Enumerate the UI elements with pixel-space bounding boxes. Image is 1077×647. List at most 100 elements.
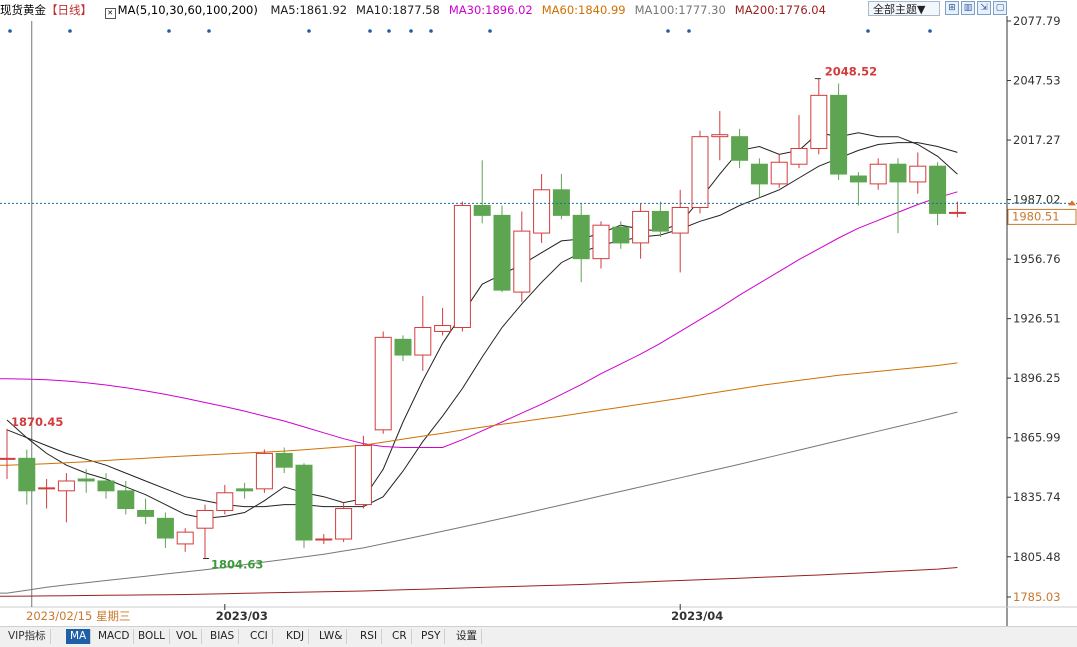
- candle-body[interactable]: [255, 452, 273, 490]
- candle-body[interactable]: [830, 94, 848, 175]
- candle-body[interactable]: [374, 336, 392, 431]
- tab-vol[interactable]: VOL: [172, 629, 203, 644]
- y-tick-label: 2047.53: [1013, 74, 1061, 88]
- event-marker-icon[interactable]: [488, 29, 492, 33]
- candle-body[interactable]: [790, 147, 808, 165]
- candle-body[interactable]: [0, 457, 16, 460]
- y-tick-label: 1865.99: [1013, 431, 1061, 445]
- event-marker-icon[interactable]: [429, 29, 433, 33]
- tab-kdj[interactable]: KDJ: [282, 629, 310, 644]
- tab-boll[interactable]: BOLL: [134, 629, 170, 644]
- left-annotation: 1870.45: [11, 415, 63, 429]
- candle-body[interactable]: [137, 509, 155, 517]
- y-tick-label: 1805.48: [1013, 550, 1061, 564]
- candle-body[interactable]: [394, 338, 412, 356]
- legend-item: MA30:1896.02: [448, 3, 533, 17]
- event-marker-icon[interactable]: [368, 29, 372, 33]
- fullscreen-icon[interactable]: ⊞: [945, 1, 959, 15]
- candle-body[interactable]: [216, 492, 234, 511]
- candle-body[interactable]: [117, 490, 135, 510]
- tab-macd[interactable]: MACD: [94, 629, 135, 644]
- split-icon[interactable]: ▥: [961, 1, 975, 15]
- candle-body[interactable]: [434, 325, 452, 332]
- candle-body[interactable]: [354, 445, 372, 506]
- event-marker-icon[interactable]: [167, 29, 171, 33]
- chart-legend: 现货黄金【日线】 ✕ MA(5,10,30,60,100,200) MA5:186…: [0, 1, 844, 19]
- candle-body[interactable]: [77, 478, 95, 482]
- tab-bias[interactable]: BIAS: [206, 629, 240, 644]
- candle-body[interactable]: [909, 165, 927, 183]
- candle-body[interactable]: [18, 457, 36, 492]
- ma-values: MA5:1861.92 MA10:1877.58 MA30:1896.02 MA60:…: [270, 3, 834, 17]
- event-marker-icon[interactable]: [8, 29, 12, 33]
- ma-line-ma60: [0, 362, 958, 466]
- tab-vipvip[interactable]: VIP指标: [4, 629, 51, 644]
- candle-body[interactable]: [731, 136, 749, 161]
- event-marker-icon[interactable]: [928, 29, 932, 33]
- candle-body[interactable]: [315, 538, 333, 541]
- candle-body[interactable]: [533, 189, 551, 234]
- event-marker-icon[interactable]: [68, 29, 72, 33]
- candle-body[interactable]: [750, 163, 768, 185]
- candle-body[interactable]: [453, 205, 471, 329]
- tab-lw[interactable]: LW&: [315, 629, 348, 644]
- candle-body[interactable]: [889, 163, 907, 183]
- tab-cci[interactable]: CCI: [246, 629, 273, 644]
- tab-ma[interactable]: MA: [66, 629, 92, 644]
- candle-body[interactable]: [572, 214, 590, 260]
- tab-cr[interactable]: CR: [388, 629, 412, 644]
- candle-body[interactable]: [869, 163, 887, 185]
- candle-body[interactable]: [335, 508, 353, 540]
- event-marker-icon[interactable]: [387, 29, 391, 33]
- tab-psy[interactable]: PSY: [417, 629, 446, 644]
- candle-body[interactable]: [513, 230, 531, 293]
- candle-body[interactable]: [156, 517, 174, 539]
- candle-body[interactable]: [929, 165, 947, 214]
- candle-body[interactable]: [176, 531, 194, 545]
- candle-body[interactable]: [236, 488, 254, 492]
- candle-body[interactable]: [97, 480, 115, 492]
- legend-item: MA100:1777.30: [634, 3, 726, 17]
- candle-body[interactable]: [57, 480, 75, 492]
- candle-body[interactable]: [671, 206, 689, 234]
- event-marker-icon[interactable]: [207, 29, 211, 33]
- candle-body[interactable]: [849, 175, 867, 183]
- crosshair-date-label: 2023/02/15 星期三: [26, 609, 130, 623]
- tab-rsi[interactable]: RSI: [356, 629, 383, 644]
- theme-select[interactable]: 全部主题▼: [868, 1, 940, 16]
- ma-indicator-title[interactable]: ✕ MA(5,10,30,60,100,200): [104, 3, 258, 19]
- candle-body[interactable]: [810, 94, 828, 149]
- event-marker-icon[interactable]: [409, 29, 413, 33]
- y-tick-label: 1785.03: [1013, 590, 1061, 604]
- candle-body[interactable]: [711, 134, 729, 138]
- candle-body[interactable]: [691, 136, 709, 208]
- window-icon[interactable]: ▢: [993, 1, 1007, 15]
- tab-[interactable]: 设置: [452, 629, 482, 644]
- candle-body[interactable]: [651, 210, 669, 232]
- candle-body[interactable]: [770, 161, 788, 185]
- legend-item: MA60:1840.99: [541, 3, 626, 17]
- period-label[interactable]: 【日线】: [46, 3, 92, 17]
- kline-chart[interactable]: 2077.79 2047.53 2017.27 1987.02 1956.76 1926.…: [0, 0, 1077, 626]
- event-marker-icon[interactable]: [307, 29, 311, 33]
- candle-body[interactable]: [493, 214, 511, 291]
- export-icon[interactable]: ⇲: [977, 1, 991, 15]
- event-marker-icon[interactable]: [866, 29, 870, 33]
- candle-body[interactable]: [295, 464, 313, 541]
- candle-body[interactable]: [473, 205, 491, 216]
- candle-body[interactable]: [38, 487, 56, 490]
- event-marker-icon[interactable]: [687, 29, 691, 33]
- candle-body[interactable]: [275, 452, 293, 468]
- candle-body[interactable]: [592, 224, 610, 260]
- candle-body[interactable]: [612, 226, 630, 244]
- candle-body[interactable]: [632, 210, 650, 244]
- indicator-tabbar: VIP指标 MA MACD BOLL VOL BIAS CCI KDJ LW& RSI CR PSY 设…: [0, 626, 1077, 647]
- event-marker-icon[interactable]: [666, 29, 670, 33]
- y-tick-label: 1926.51: [1013, 312, 1061, 326]
- candle-body[interactable]: [196, 509, 214, 529]
- y-tick-label: 1896.25: [1013, 371, 1061, 385]
- candle-body[interactable]: [552, 189, 570, 216]
- y-tick-label: 1956.76: [1013, 252, 1061, 266]
- candle-body[interactable]: [948, 211, 966, 214]
- candle-body[interactable]: [414, 327, 432, 356]
